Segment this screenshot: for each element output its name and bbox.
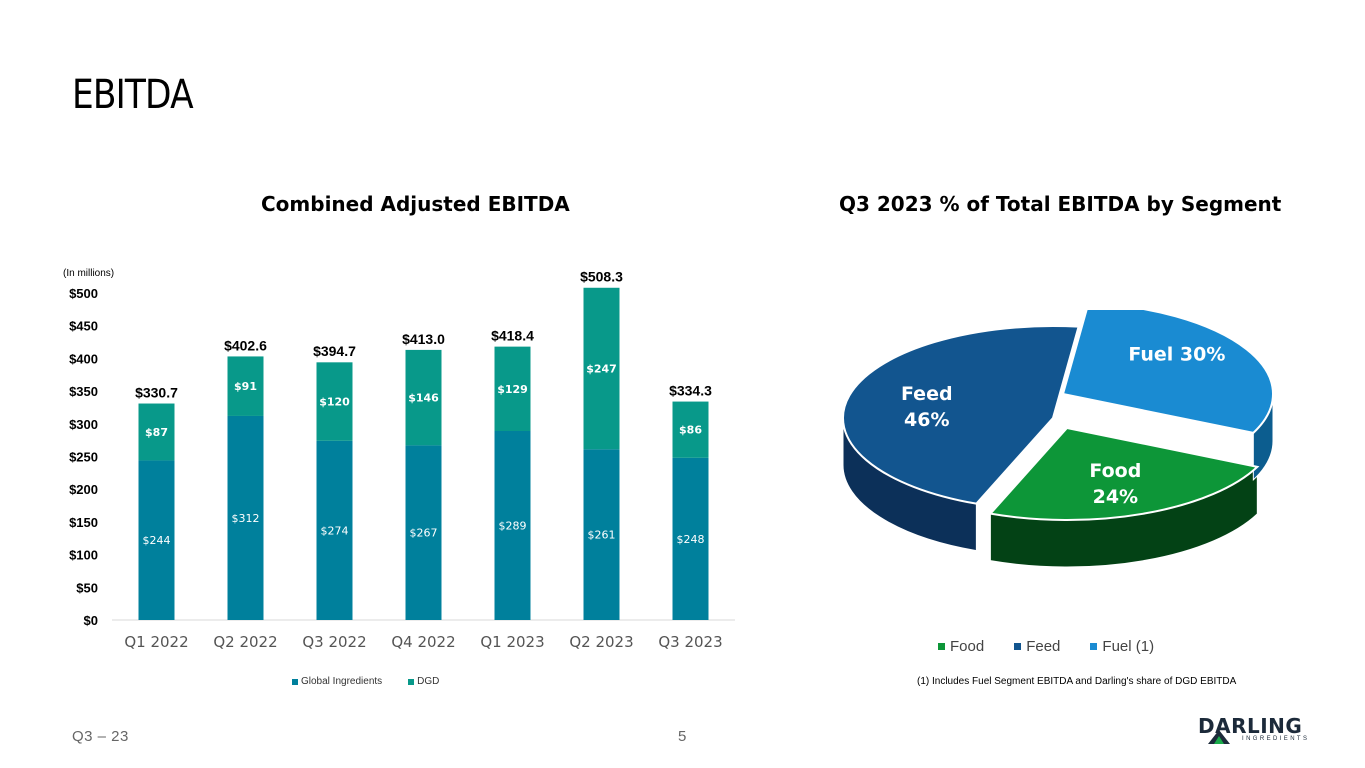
bar-segment-global-ingredients [138, 460, 175, 620]
y-tick-label: $200 [69, 482, 98, 497]
slide-title: EBITDA [72, 72, 194, 118]
legend-swatch-global-ingredients [292, 678, 298, 685]
y-tick-label: $0 [84, 613, 98, 628]
legend-item-fuel: Fuel (1) [1090, 638, 1154, 655]
total-label: $330.7 [135, 385, 178, 401]
pie-slice-fuel [1061, 310, 1274, 434]
total-label: $394.7 [313, 343, 356, 359]
legend-label-feed: Feed [1026, 638, 1061, 655]
data-label-dgd: $87 [145, 426, 168, 439]
y-tick-label: $350 [69, 384, 98, 399]
data-label-dgd: $129 [497, 383, 528, 396]
legend-label-food: Food [950, 638, 985, 655]
bar-segment-global-ingredients [227, 415, 264, 620]
bar-segment-dgd [494, 346, 531, 431]
y-tick-label: $150 [69, 515, 98, 530]
y-tick-label: $450 [69, 319, 98, 334]
x-tick-label: Q3 2022 [302, 633, 366, 651]
data-label-global-ingredients: $312 [232, 512, 260, 525]
legend-item-dgd: DGD [408, 676, 439, 687]
bar-segment-global-ingredients [316, 440, 353, 620]
legend-item-food: Food [938, 638, 984, 655]
pie-footnote: (1) Includes Fuel Segment EBITDA and Dar… [917, 676, 1237, 687]
x-tick-label: Q2 2022 [213, 633, 277, 651]
bar-segment-dgd [138, 403, 175, 461]
data-label-global-ingredients: $289 [499, 519, 527, 532]
pie-slice-food [988, 426, 1260, 521]
data-label-global-ingredients: $274 [321, 524, 349, 537]
pie-label-value-food: 24% [1093, 486, 1138, 508]
bar-chart: $0 $50 $100 $150 $200 $250 $300 $350 $400 $450 $50… [69, 269, 735, 651]
legend-item-global-ingredients: Global Ingredients [292, 676, 382, 687]
legend-label-dgd: DGD [417, 676, 440, 687]
total-label: $334.3 [669, 382, 712, 398]
bar-segment-dgd [583, 287, 620, 450]
bar-segment-dgd [405, 349, 442, 446]
pie-chart: Food 24% Feed 46% Fuel 30% [842, 310, 1274, 568]
total-label: $413.0 [402, 331, 445, 347]
data-label-dgd: $247 [586, 363, 617, 376]
data-label-global-ingredients: $248 [677, 533, 705, 546]
data-label-dgd: $120 [319, 396, 350, 409]
bar-chart-title: Combined Adjusted EBITDA [261, 192, 570, 216]
legend-swatch-feed [1014, 643, 1022, 650]
data-label-global-ingredients: $267 [410, 527, 438, 540]
legend-item-feed: Feed [1014, 638, 1060, 655]
bar-legend: Global Ingredients DGD [292, 676, 465, 687]
x-tick-label: Q1 2022 [124, 633, 188, 651]
data-label-global-ingredients: $244 [143, 534, 171, 547]
y-tick-label: $100 [69, 548, 98, 563]
bar-segment-dgd [672, 401, 709, 458]
pie-label-name-food: Food [1089, 460, 1141, 482]
legend-label-global-ingredients: Global Ingredients [301, 676, 383, 687]
units-note: (In millions) [63, 268, 115, 279]
pie-chart-title: Q3 2023 % of Total EBITDA by Segment [839, 192, 1282, 216]
total-label: $508.3 [580, 269, 623, 285]
pie-label-name-feed: Feed [901, 383, 953, 405]
data-label-dgd: $86 [679, 424, 702, 437]
total-label: $402.6 [224, 338, 267, 354]
footer-quarter: Q3 – 23 [72, 728, 129, 745]
y-tick-label: $400 [69, 351, 98, 366]
x-tick-label: Q4 2022 [391, 633, 455, 651]
legend-swatch-dgd [408, 678, 415, 685]
y-tick-label: $250 [69, 450, 98, 465]
legend-label-fuel: Fuel (1) [1102, 638, 1155, 655]
page-number: 5 [678, 728, 687, 745]
x-tick-label: Q1 2023 [480, 633, 544, 651]
x-tick-label: Q3 2023 [658, 633, 722, 651]
legend-swatch-food [938, 643, 945, 650]
logo-subtext: INGREDIENTS [1242, 736, 1310, 742]
darling-logo: DARLING INGREDIENTS [1196, 714, 1308, 746]
pie-label-fuel: Fuel 30% [1128, 343, 1225, 365]
bar-segment-global-ingredients [583, 449, 620, 620]
logo-wordmark: DARLING [1198, 714, 1303, 738]
bar-segment-global-ingredients [405, 445, 442, 620]
y-tick-label: $500 [69, 286, 98, 301]
bar-segment-dgd [227, 356, 264, 416]
y-tick-label: $50 [76, 580, 98, 595]
data-label-dgd: $91 [234, 380, 257, 393]
bar-segment-dgd [316, 362, 353, 441]
legend-swatch-fuel [1090, 643, 1098, 650]
bar-segment-global-ingredients [494, 430, 531, 620]
pie-label-value-feed: 46% [904, 409, 949, 431]
logo-triangle-icon [1208, 730, 1230, 744]
bar-segment-global-ingredients [672, 457, 709, 620]
total-label: $418.4 [491, 327, 534, 343]
pie-legend: Food Feed Fuel (1) [938, 638, 1184, 655]
y-tick-label: $300 [69, 417, 98, 432]
x-tick-label: Q2 2023 [569, 633, 633, 651]
data-label-global-ingredients: $261 [588, 529, 616, 542]
pie-slice-feed [842, 325, 1080, 505]
data-label-dgd: $146 [408, 392, 439, 405]
